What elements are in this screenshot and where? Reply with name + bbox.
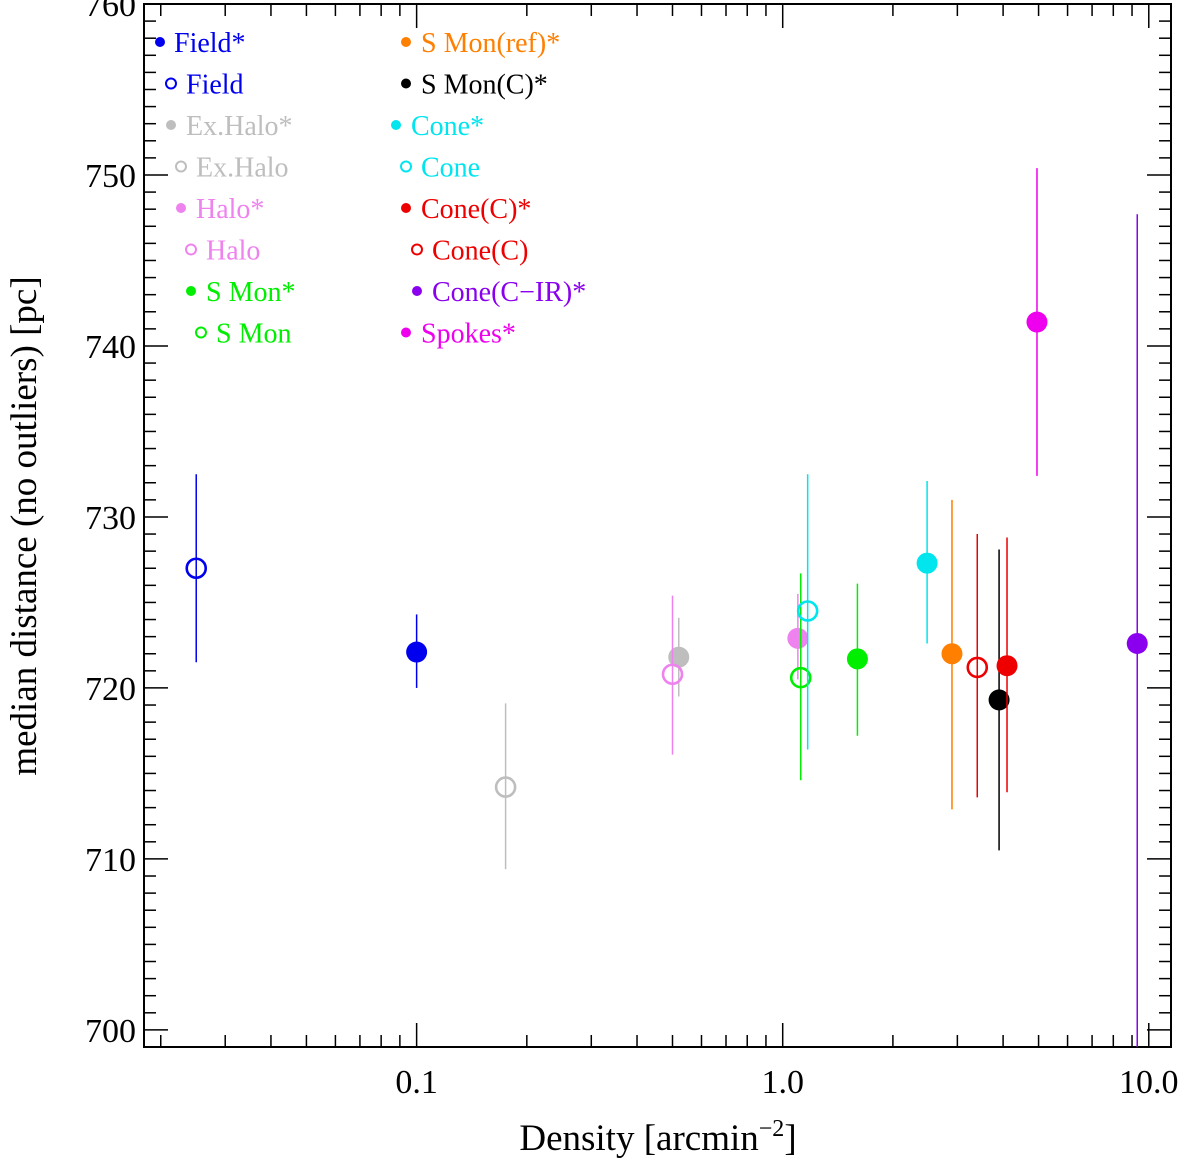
y-tick-label: 760 [85,0,136,24]
point-ex-halo [494,776,517,798]
legend-marker-cone-c-star [401,203,411,213]
legend-label-cone-star: Cone* [411,111,484,142]
point-spokes-star [1026,311,1048,333]
point-cone [796,600,819,622]
point-halo-star [787,627,809,649]
legend-label-halo-star: Halo* [196,194,264,225]
legend-label-ex-halo: Ex.Halo [196,153,289,184]
point-cone-c [966,656,989,679]
data-points [185,168,1148,1047]
legend-marker-spokes-star [401,327,411,338]
legend-label-ex-halo-star: Ex.Halo* [186,111,293,142]
legend-label-cone-c-star: Cone(C)* [421,194,531,225]
point-s-mon-star [846,648,868,670]
x-axis-title: Density [arcmin−2] [519,1116,796,1159]
legend-label-cone-c-ir-star: Cone(C−IR)* [432,277,586,308]
legend-marker-halo-star [176,203,186,213]
point-s-mon-c-star [988,689,1010,711]
tick-labels: 700 710 720 730 740 750 760 0.1 1.0 10.0 [85,0,1179,1101]
y-tick-label: 740 [85,329,136,366]
point-s-mon [789,666,812,689]
legend-marker-ex-halo-star [166,120,176,130]
legend-marker-field-star [155,37,165,47]
x-tick-label: 0.1 [395,1064,438,1101]
legend-marker-s-mon-c-star [401,78,411,89]
legend-label-s-mon-c-star: S Mon(C)* [421,70,548,101]
point-cone-c-ir-star [1126,632,1148,654]
point-cone-c-star [996,655,1018,677]
x-tick-label: 10.0 [1119,1064,1179,1101]
legend-label-spokes-star: Spokes* [421,319,516,350]
y-tick-label: 750 [85,158,136,195]
legend-label-field: Field [186,70,244,101]
legend: Field* Field Ex.Halo* Ex.Halo Halo* Halo S Mon… [155,28,586,350]
legend-label-s-mon: S Mon [216,319,291,350]
point-halo [661,663,684,686]
point-cone-star [916,552,938,574]
legend-label-cone: Cone [421,153,480,184]
legend-marker-halo [185,243,197,256]
legend-marker-cone-c [411,243,423,256]
legend-marker-ex-halo [175,160,187,173]
y-tick-label: 700 [85,1013,136,1050]
legend-marker-cone [400,160,412,173]
legend-label-halo: Halo [206,236,260,267]
y-tick-label: 720 [85,671,136,708]
axis-ticks [144,3,1171,1048]
x-tick-label: 1.0 [761,1064,804,1101]
legend-marker-cone-star [391,120,401,130]
point-field-star [406,641,428,663]
legend-marker-field [165,77,177,90]
y-tick-label: 730 [85,500,136,537]
legend-label-field-star: Field* [174,28,246,59]
y-axis-title: median distance (no outliers) [pc] [4,276,45,775]
legend-label-s-mon-star: S Mon* [206,277,295,308]
legend-marker-s-mon-star [186,286,196,296]
point-ex-halo-star [668,646,690,668]
legend-marker-s-mon-ref-star [401,37,411,47]
point-field [185,557,208,580]
legend-marker-s-mon [195,326,207,339]
legend-label-s-mon-ref-star: S Mon(ref)* [421,28,560,59]
legend-label-cone-c: Cone(C) [432,236,528,267]
plot-frame [143,3,1172,1048]
point-s-mon-ref-star [941,643,963,665]
y-tick-label: 710 [85,842,136,879]
legend-marker-cone-c-ir-star [412,286,422,296]
